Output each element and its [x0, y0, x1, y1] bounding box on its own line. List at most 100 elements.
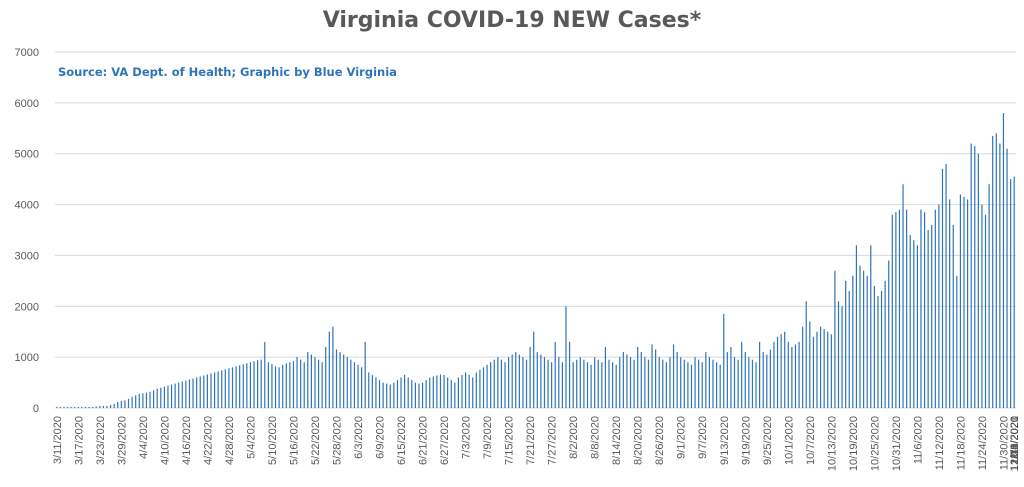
data-bar	[156, 388, 158, 408]
data-bar	[490, 362, 492, 408]
data-bar	[335, 349, 338, 408]
data-bar	[859, 265, 861, 408]
x-tick-label: 12/30/2020	[1009, 416, 1021, 471]
data-bar	[866, 275, 868, 408]
data-bar	[389, 384, 391, 408]
data-bar	[511, 354, 513, 408]
data-bar	[117, 401, 119, 408]
data-bar	[314, 357, 316, 408]
data-bar	[698, 359, 700, 408]
data-bar	[210, 373, 212, 408]
data-bar	[303, 362, 305, 408]
data-bar	[658, 357, 660, 408]
data-bar	[160, 387, 162, 408]
data-bar	[138, 393, 140, 408]
y-tick-label: 6000	[15, 98, 39, 110]
data-bar	[959, 194, 962, 408]
data-bar	[188, 379, 191, 408]
data-bar	[798, 341, 800, 408]
x-tick-label: 5/10/2020	[267, 416, 279, 465]
x-tick-label: 9/7/2020	[697, 416, 709, 459]
data-bar	[518, 354, 520, 408]
data-bar	[228, 368, 230, 408]
x-tick-label: 8/20/2020	[633, 416, 645, 465]
data-bar	[877, 296, 879, 408]
data-bar	[249, 362, 252, 408]
data-bar	[794, 344, 797, 408]
data-bar	[891, 214, 893, 408]
x-tick-label: 7/21/2020	[525, 416, 537, 465]
data-bar	[461, 374, 463, 408]
data-bar	[285, 363, 287, 408]
data-bar	[396, 380, 399, 408]
x-tick-label: 7/9/2020	[482, 416, 494, 459]
data-bar	[149, 391, 151, 408]
data-bar	[633, 359, 635, 408]
data-bar	[486, 364, 488, 408]
data-bar	[425, 380, 427, 408]
data-bar	[956, 275, 958, 408]
data-bar	[497, 357, 499, 408]
data-bar	[615, 364, 617, 408]
data-bar	[127, 398, 130, 408]
data-bar	[855, 245, 858, 408]
data-bar	[493, 359, 495, 408]
data-bar	[583, 359, 585, 408]
data-bar	[246, 363, 248, 408]
x-tick-label: 5/28/2020	[331, 416, 343, 465]
y-axis-ticks: 0 1000 2000 3000 4000 5000 6000 7000	[15, 47, 39, 415]
data-bar	[74, 406, 76, 408]
data-bar	[766, 354, 768, 408]
x-tick-label: 9/13/2020	[719, 416, 731, 465]
data-bar	[694, 357, 696, 408]
y-tick-label: 1000	[15, 352, 39, 364]
data-bar	[830, 334, 832, 408]
data-bar	[56, 406, 58, 408]
data-bar	[368, 372, 370, 408]
data-bar	[464, 372, 467, 408]
data-bar	[296, 357, 298, 408]
data-bar	[213, 372, 216, 408]
data-bar	[533, 331, 535, 408]
data-bar	[267, 362, 269, 408]
data-bar	[429, 377, 431, 408]
data-bar	[676, 352, 678, 408]
data-bar	[174, 383, 176, 408]
data-bar	[651, 344, 653, 408]
data-bar	[343, 354, 345, 408]
data-bar	[185, 380, 187, 408]
x-tick-label: 7/3/2020	[461, 416, 473, 459]
data-bar	[264, 341, 266, 408]
data-bar	[608, 359, 610, 408]
data-bar	[715, 362, 718, 408]
data-bar	[113, 403, 115, 408]
data-bar	[1002, 113, 1005, 409]
y-tick-label: 5000	[15, 149, 39, 161]
x-tick-label: 5/16/2020	[288, 416, 300, 465]
data-bar	[963, 196, 965, 408]
data-bar	[730, 346, 732, 408]
data-bar	[325, 346, 327, 408]
data-bar	[619, 357, 621, 408]
data-bar	[206, 374, 208, 408]
y-tick-label: 3000	[15, 250, 39, 262]
data-bar	[626, 354, 628, 408]
data-bar	[407, 377, 409, 408]
data-bar	[339, 352, 341, 408]
data-bar	[536, 352, 538, 408]
data-bar	[784, 331, 786, 408]
data-bar	[504, 362, 506, 408]
x-tick-label: 12/18/2020	[1009, 416, 1021, 471]
data-bar	[102, 405, 105, 408]
x-tick-label: 10/31/2020	[891, 416, 903, 471]
data-bar	[572, 362, 574, 408]
x-tick-label: 8/8/2020	[590, 416, 602, 459]
data-bar	[802, 326, 804, 408]
data-bar	[733, 357, 736, 408]
data-bar	[386, 383, 388, 408]
gridlines	[55, 51, 1016, 409]
x-tick-label: 12/12/2020	[1009, 416, 1021, 471]
data-bar	[737, 359, 739, 408]
data-bar	[543, 357, 546, 408]
data-bar	[196, 377, 198, 408]
